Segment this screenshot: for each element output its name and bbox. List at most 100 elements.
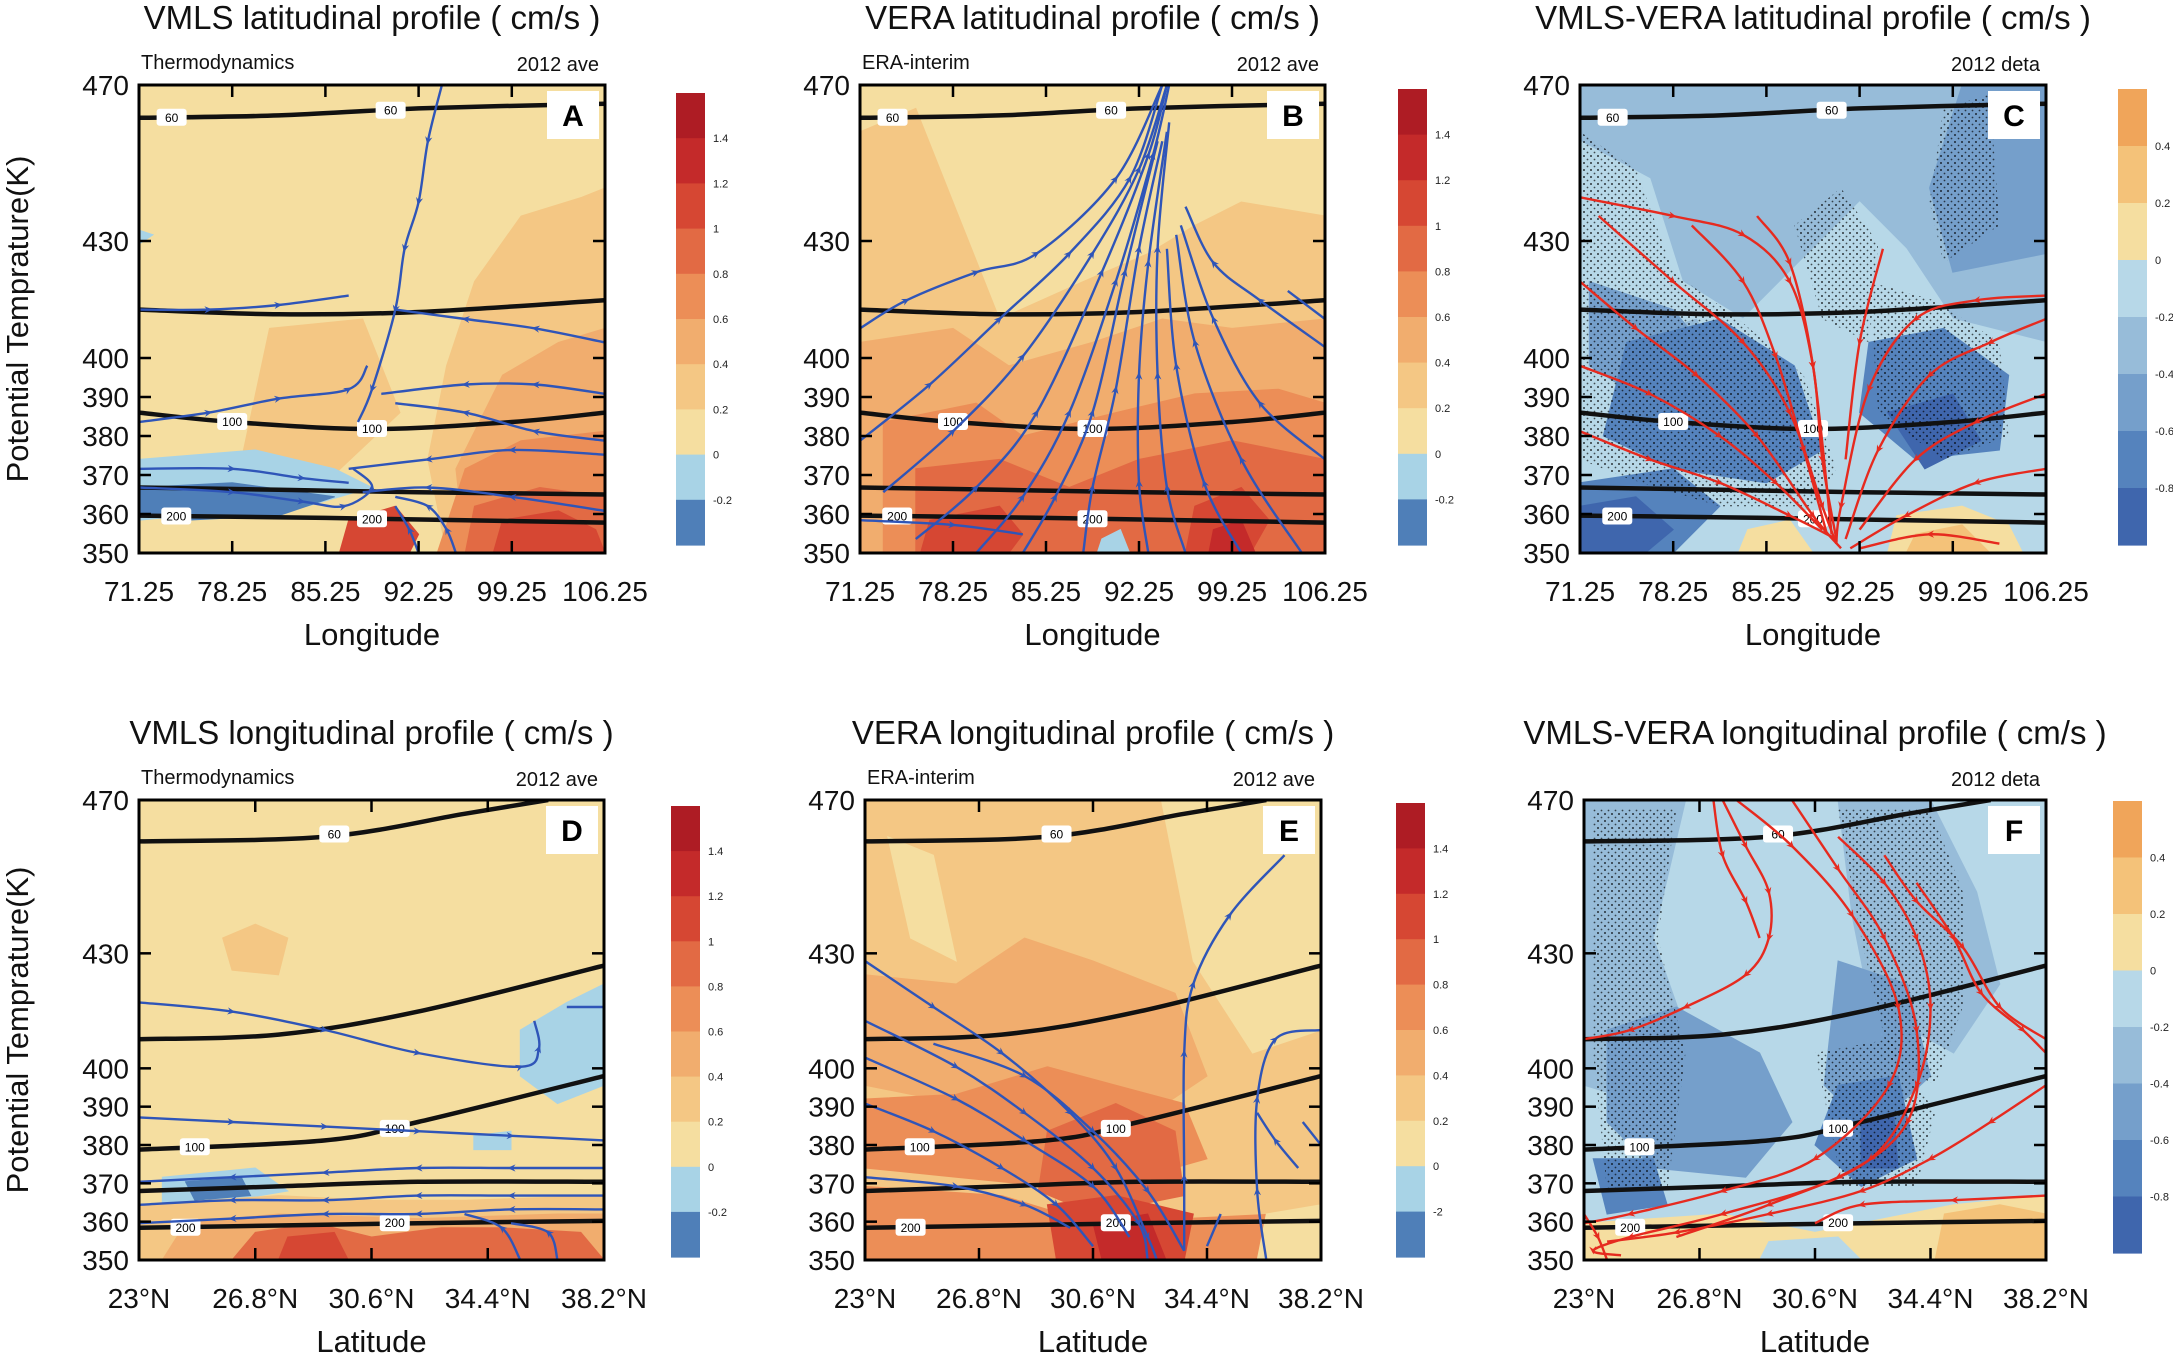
contour-label-box [161, 507, 192, 525]
isentrope-line [1580, 101, 2046, 121]
velocity-field [139, 800, 604, 1260]
field-region [1905, 524, 1991, 553]
x-tick-label: 99.25 [1197, 576, 1267, 607]
contour-label-box [357, 419, 387, 437]
y-tick-label: 380 [803, 421, 850, 452]
y-tick-label: 370 [1523, 460, 1570, 491]
colorbar-swatch [671, 1121, 700, 1168]
y-tick-label: 380 [82, 1130, 129, 1161]
y-tick-label: 350 [82, 538, 129, 569]
x-tick-label: 106.25 [1282, 576, 1368, 607]
colorbar-label: -0.6 [2155, 426, 2173, 438]
panel-badge-box [1988, 806, 2040, 854]
panel-dataset-note: Thermodynamics [141, 52, 294, 74]
y-tick-label: 380 [808, 1130, 855, 1161]
x-tick-label: 78.25 [918, 576, 988, 607]
y-tick-label: 360 [1523, 499, 1570, 530]
colorbar-label: -0.2 [2155, 312, 2173, 324]
contour-label: 200 [385, 1216, 405, 1230]
x-tick-label: 71.25 [104, 576, 174, 607]
contour-label-box [1041, 825, 1072, 843]
colorbar-label: 0.6 [1433, 1025, 1448, 1037]
field-region [887, 835, 957, 962]
contour-label: 100 [1828, 1122, 1848, 1136]
streamline [1287, 289, 1325, 320]
contour-label-box [217, 412, 248, 430]
streamlines [1580, 196, 2046, 550]
colorbar-label: -0.4 [2150, 1079, 2169, 1091]
y-tick-label: 370 [808, 1168, 855, 1199]
y-tick-label: 470 [1523, 70, 1570, 101]
colorbar-label: 1.2 [1433, 889, 1448, 901]
contour-label-box [357, 510, 387, 528]
panel-badge: D [561, 815, 583, 848]
x-tick-label: 26.8°N [936, 1283, 1022, 1314]
colorbar-swatch [1398, 453, 1427, 500]
contour-label-box [170, 1218, 201, 1236]
panel-period-note: 2012 ave [517, 54, 599, 76]
colorbar-swatch [2118, 317, 2147, 375]
panel-title: VMLS-VERA latitudinal profile ( cm/s ) [1535, 0, 2091, 36]
colorbar-label: -0.2 [713, 495, 732, 507]
panel-badge: E [1279, 815, 1299, 848]
panel-A: VMLS latitudinal profile ( cm/s ) Thermod… [0, 0, 732, 652]
colorbar-label: 1.4 [713, 133, 728, 145]
x-tick-label: 71.25 [825, 576, 895, 607]
colorbar-swatch [1398, 134, 1427, 181]
contour-label: 100 [362, 422, 382, 436]
colorbar: 1.4 1.2 1 0.8 0.6 0.4 0.2 0 -0.2 [676, 93, 732, 546]
contour-label: 100 [943, 415, 963, 429]
x-tick-label: 26.8°N [212, 1283, 298, 1314]
colorbar-label: 1.4 [1435, 130, 1450, 142]
colorbar-label: 0 [1435, 449, 1441, 461]
contour-label-box [375, 101, 406, 119]
colorbar-label: 0 [2155, 255, 2161, 267]
colorbar-label: 1.2 [708, 891, 723, 903]
colorbar: 0.4 0.2 0 -0.2 -0.4 -0.6 -0.8 [2118, 89, 2173, 546]
panel-badge-box [1263, 806, 1315, 854]
colorbar-label: 1.2 [1435, 175, 1450, 187]
colorbar-label: 0.6 [1435, 312, 1450, 324]
colorbar-label: 0.6 [713, 314, 728, 326]
x-tick-label: 23°N [108, 1283, 171, 1314]
colorbar-swatch [1398, 317, 1427, 364]
y-tick-label: 390 [808, 1092, 855, 1123]
colorbar-swatch [2113, 801, 2142, 859]
contour-label-box [1077, 510, 1108, 528]
field-region [1934, 1204, 2046, 1260]
panel-badge-box [546, 806, 598, 854]
colorbar-label: 0.4 [2150, 853, 2165, 865]
y-tick-label: 360 [82, 1207, 129, 1238]
x-tick-label: 99.25 [477, 576, 547, 607]
isentrope-line [139, 800, 549, 844]
colorbar-label: 0.8 [1433, 980, 1448, 992]
isentrope-line [860, 101, 1325, 121]
x-axis-label: Longitude [304, 617, 440, 652]
colorbar-swatch [1398, 362, 1427, 409]
panel-dataset-note: Thermodynamics [141, 767, 294, 789]
contour-label: 60 [1606, 111, 1620, 125]
streamline [1301, 1121, 1321, 1146]
colorbar-label: 1 [1433, 934, 1439, 946]
x-tick-label: 85.25 [1011, 576, 1081, 607]
y-tick-label: 370 [82, 1168, 129, 1199]
field-region [277, 1231, 349, 1260]
colorbar-swatch [1396, 1211, 1425, 1258]
y-tick-label: 390 [82, 382, 129, 413]
contour-label-box [179, 1138, 210, 1156]
isentrope-line [139, 1218, 604, 1231]
x-tick-label: 99.25 [1918, 576, 1988, 607]
x-tick-label: 92.25 [1104, 576, 1174, 607]
field-region [1737, 519, 1814, 553]
contour-label-box [156, 108, 187, 126]
plot-frame [858, 83, 1327, 555]
colorbar: 0.4 0.2 0 -0.2 -0.4 -0.6 -0.8 [2113, 801, 2169, 1254]
contour-label: 100 [1629, 1140, 1649, 1154]
y-tick-label: 400 [808, 1053, 855, 1084]
contour-label-box [895, 1218, 926, 1236]
contour-label-box [882, 507, 913, 525]
colorbar-label: 0.4 [713, 359, 728, 371]
field-region [1256, 1204, 1321, 1260]
contour-label-box [319, 825, 350, 843]
colorbar-swatch [1398, 499, 1427, 546]
